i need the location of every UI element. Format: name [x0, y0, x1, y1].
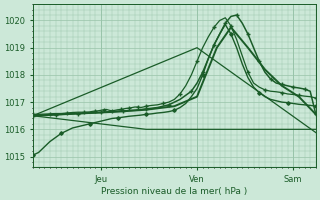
- X-axis label: Pression niveau de la mer( hPa ): Pression niveau de la mer( hPa ): [101, 187, 247, 196]
